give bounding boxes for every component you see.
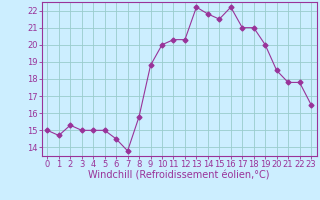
X-axis label: Windchill (Refroidissement éolien,°C): Windchill (Refroidissement éolien,°C)	[88, 171, 270, 181]
